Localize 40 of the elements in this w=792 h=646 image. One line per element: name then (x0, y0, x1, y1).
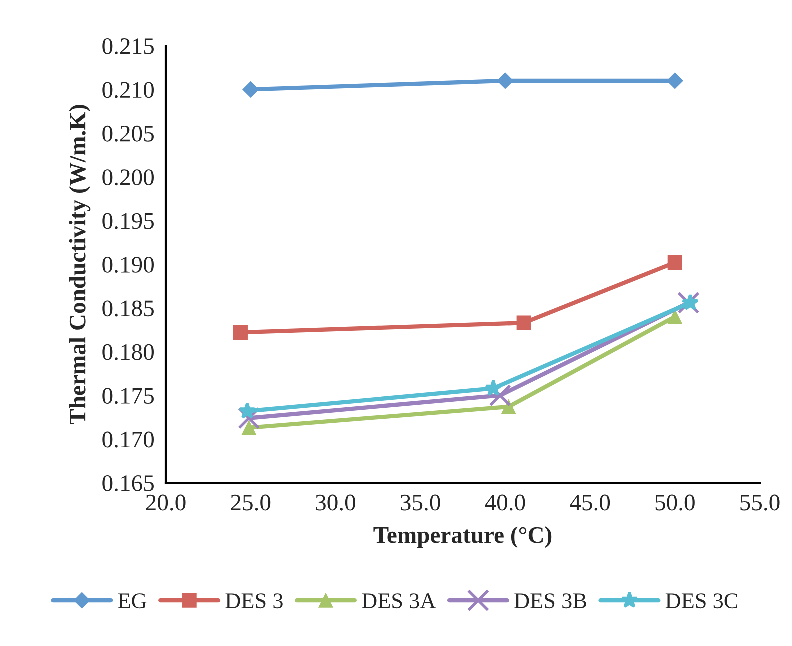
x-tick-label: 50.0 (656, 494, 695, 511)
legend-label: DES 3 (226, 594, 283, 609)
y-axis-title: Thermal Conductivity (W/m.K) (69, 105, 91, 424)
point (489, 384, 512, 407)
y-tick-label: 0.165 (102, 475, 154, 492)
y-tick-label: 0.210 (102, 82, 154, 98)
y-tick-label: 0.180 (102, 344, 154, 360)
legend-label: DES 3C (666, 594, 738, 609)
y-tick-label: 0.175 (102, 388, 154, 404)
x-tick-label: 55.0 (740, 494, 780, 511)
point (484, 380, 502, 396)
x-tick-label: 25.0 (231, 494, 271, 511)
y-tick-label: 0.170 (102, 432, 154, 448)
point (497, 72, 514, 90)
y-tick-label: 0.195 (102, 213, 154, 230)
point (242, 420, 256, 436)
point (242, 81, 260, 98)
point (678, 292, 700, 314)
point (233, 325, 248, 340)
x-tick-label: 20.0 (146, 494, 186, 511)
x-tick-label: 35.0 (401, 494, 440, 511)
x-tick-label: 30.0 (316, 494, 356, 511)
y-tick-label: 0.185 (102, 300, 154, 317)
point (516, 316, 532, 330)
point (502, 400, 516, 414)
legend-label: DES 3B (514, 594, 586, 609)
legend-label: DES 3A (362, 594, 436, 609)
y-tick-label: 0.215 (102, 38, 154, 55)
y-tick-label: 0.200 (102, 170, 154, 186)
legend-label: EG (118, 594, 147, 609)
x-axis-title: Temperature (°C) (374, 526, 552, 548)
point (666, 72, 684, 90)
point (238, 402, 256, 419)
y-tick-label: 0.205 (102, 126, 154, 142)
y-tick-label: 0.190 (102, 256, 154, 274)
point (668, 255, 682, 270)
x-tick-label: 45.0 (570, 494, 610, 511)
x-tick-label: 40.0 (485, 494, 526, 511)
point (668, 310, 682, 324)
point (682, 294, 700, 311)
